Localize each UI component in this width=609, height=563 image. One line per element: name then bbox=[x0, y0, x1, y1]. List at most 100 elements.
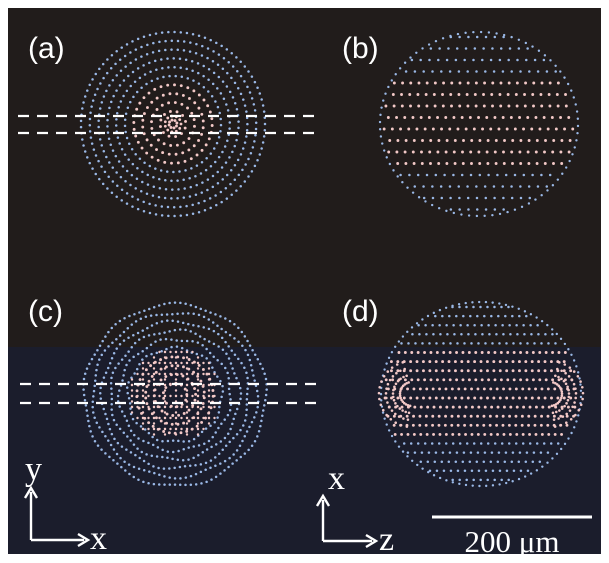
ion-particle bbox=[565, 166, 568, 169]
ion-particle bbox=[89, 136, 93, 139]
ion-particle bbox=[514, 442, 518, 445]
ion-particle bbox=[262, 135, 266, 138]
ion-particle bbox=[163, 416, 167, 420]
ion-particle bbox=[211, 321, 215, 324]
ion-particle bbox=[474, 333, 477, 336]
ion-particle bbox=[398, 392, 402, 395]
ion-particle bbox=[451, 405, 455, 409]
ion-particle bbox=[433, 104, 437, 108]
ion-particle bbox=[399, 127, 402, 131]
ion-particle bbox=[101, 62, 105, 66]
ion-particle bbox=[154, 340, 157, 343]
ion-particle bbox=[221, 67, 225, 71]
ion-particle bbox=[394, 412, 397, 416]
ion-particle bbox=[128, 142, 131, 146]
ion-particle bbox=[378, 120, 382, 124]
ion-particle bbox=[168, 74, 171, 78]
ion-particle bbox=[217, 452, 221, 455]
ion-particle bbox=[494, 323, 497, 327]
ion-particle bbox=[254, 133, 257, 137]
ion-particle bbox=[243, 335, 247, 338]
ion-particle bbox=[476, 387, 480, 391]
ion-particle bbox=[470, 162, 473, 165]
ion-particle bbox=[507, 81, 511, 85]
ion-particle bbox=[556, 104, 560, 108]
ion-particle bbox=[466, 81, 470, 85]
ion-particle bbox=[184, 302, 187, 306]
ion-particle bbox=[93, 416, 96, 419]
ion-particle bbox=[152, 389, 156, 392]
ion-particle bbox=[413, 451, 417, 454]
ion-particle bbox=[455, 351, 458, 354]
ion-particle bbox=[388, 162, 392, 166]
ion-particle bbox=[260, 98, 263, 101]
ion-particle bbox=[567, 388, 570, 392]
ion-particle bbox=[189, 41, 192, 44]
ion-particle bbox=[493, 442, 497, 445]
ion-particle bbox=[105, 417, 109, 421]
ion-particle bbox=[82, 377, 86, 381]
ion-particle bbox=[410, 326, 414, 329]
ion-particle bbox=[169, 372, 172, 376]
ion-particle bbox=[547, 405, 551, 409]
ion-particle bbox=[498, 302, 501, 305]
ion-particle bbox=[115, 452, 119, 456]
ion-particle bbox=[502, 387, 505, 391]
ion-particle bbox=[219, 462, 222, 465]
ion-particle bbox=[488, 423, 492, 427]
ion-particle bbox=[567, 116, 571, 119]
ion-particle bbox=[251, 369, 254, 372]
ion-particle bbox=[540, 342, 543, 345]
ion-particle bbox=[212, 147, 216, 150]
ion-particle bbox=[460, 369, 464, 373]
ion-particle bbox=[475, 214, 479, 218]
ion-particle bbox=[140, 86, 143, 89]
ion-particle bbox=[419, 116, 423, 119]
ion-particle bbox=[187, 446, 190, 449]
ion-particle bbox=[126, 391, 129, 395]
ion-particle bbox=[119, 175, 123, 179]
ion-particle bbox=[498, 396, 502, 400]
ion-particle bbox=[101, 182, 105, 186]
ion-particle bbox=[518, 396, 521, 400]
ion-particle bbox=[191, 361, 194, 365]
ion-particle bbox=[512, 469, 516, 473]
ion-particle bbox=[556, 81, 560, 85]
ion-particle bbox=[563, 76, 566, 79]
ion-particle bbox=[501, 116, 505, 119]
ion-particle bbox=[379, 135, 383, 138]
ion-particle bbox=[451, 432, 455, 436]
ion-particle bbox=[199, 307, 203, 311]
ion-particle bbox=[221, 80, 225, 83]
ion-particle bbox=[567, 348, 570, 351]
ion-particle bbox=[245, 397, 249, 401]
ion-particle bbox=[507, 58, 510, 62]
ion-particle bbox=[204, 143, 208, 147]
ion-particle bbox=[526, 47, 529, 50]
ion-particle bbox=[93, 93, 97, 96]
ion-particle bbox=[243, 180, 247, 183]
ion-particle bbox=[481, 333, 484, 336]
ion-particle bbox=[173, 65, 176, 69]
ion-particle bbox=[98, 67, 101, 71]
ion-particle bbox=[183, 465, 187, 468]
ion-particle bbox=[200, 148, 204, 152]
ion-particle bbox=[142, 132, 146, 136]
ion-particle bbox=[108, 161, 111, 164]
ion-particle bbox=[221, 178, 224, 181]
ion-particle bbox=[201, 368, 205, 371]
ion-particle bbox=[163, 378, 167, 381]
ion-particle bbox=[502, 333, 505, 336]
ion-particle bbox=[181, 93, 185, 97]
ion-particle bbox=[499, 47, 503, 50]
ion-particle bbox=[560, 407, 564, 410]
ion-particle bbox=[477, 405, 481, 409]
ion-particle bbox=[434, 369, 438, 373]
ion-particle bbox=[174, 433, 178, 436]
ion-particle bbox=[123, 317, 126, 320]
ion-particle bbox=[533, 414, 537, 418]
ion-particle bbox=[545, 70, 549, 73]
ion-particle bbox=[405, 374, 408, 378]
ion-particle bbox=[535, 442, 539, 445]
ion-particle bbox=[187, 419, 191, 423]
